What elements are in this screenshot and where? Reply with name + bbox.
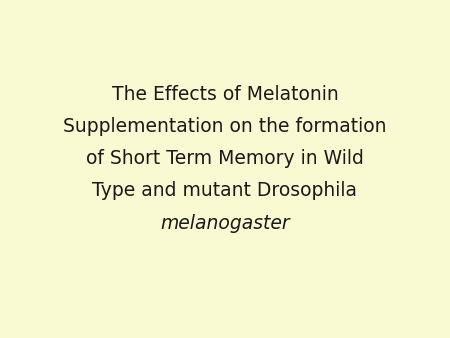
Text: The Effects of Melatonin: The Effects of Melatonin — [112, 85, 338, 104]
Text: melanogaster: melanogaster — [160, 214, 290, 233]
Text: Type and mutant Drosophila: Type and mutant Drosophila — [93, 182, 357, 200]
Text: of Short Term Memory in Wild: of Short Term Memory in Wild — [86, 149, 364, 168]
Text: Supplementation on the formation: Supplementation on the formation — [63, 117, 387, 136]
